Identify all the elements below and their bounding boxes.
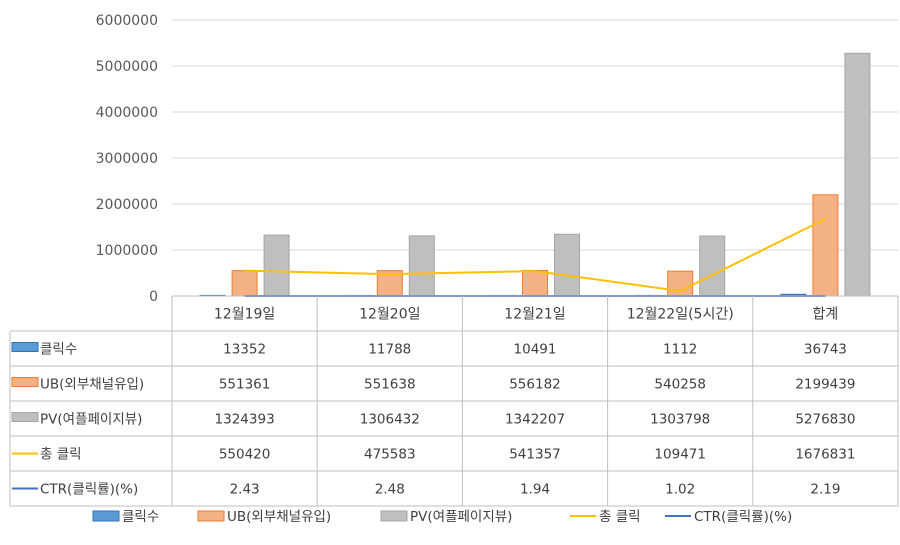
cell-클릭수-2: 10491 [514, 342, 557, 358]
cell-ctr-클릭률-2: 1.94 [520, 482, 550, 498]
row-header-클릭수: 클릭수 [40, 342, 77, 358]
row-key-ub-외부채널유입 [11, 377, 39, 387]
legend-label-ctr-클릭률: CTR(클릭률)(%) [694, 509, 792, 525]
bar-pv-여플페이지뷰-1 [408, 235, 435, 297]
cell-ctr-클릭률-4: 2.19 [810, 482, 840, 498]
cell-ub-외부채널유입-2: 556182 [509, 377, 561, 393]
cell-pv-여플페이지뷰-3: 1303798 [650, 412, 710, 428]
bar-pv-여플페이지뷰-2 [554, 233, 580, 297]
cell-클릭수-1: 11788 [368, 342, 411, 358]
legend-label-ub-외부채널유입: UB(외부채널유입) [227, 509, 331, 525]
legend-label-총-클릭: 총 클릭 [599, 509, 641, 525]
bar-pv-여플페이지뷰-0 [263, 234, 290, 297]
cell-클릭수-4: 36743 [804, 342, 847, 358]
cell-ub-외부채널유입-3: 540258 [654, 377, 706, 393]
bar-ub-외부채널유입-3 [667, 270, 694, 297]
bar-ub-외부채널유입-4 [812, 194, 839, 297]
y-tick-label-3000000: 3000000 [96, 151, 158, 167]
row-header-ctr-클릭률: CTR(클릭률)(%) [40, 482, 138, 498]
y-tick-label-4000000: 4000000 [96, 105, 158, 121]
cell-ub-외부채널유입-4: 2199439 [795, 377, 855, 393]
y-tick-label-5000000: 5000000 [96, 59, 158, 75]
cell-총-클릭-0: 550420 [219, 447, 271, 463]
cell-총-클릭-2: 541357 [509, 447, 561, 463]
cell-클릭수-0: 13352 [223, 342, 266, 358]
cell-ctr-클릭률-0: 2.43 [230, 482, 260, 498]
cell-pv-여플페이지뷰-2: 1342207 [505, 412, 565, 428]
cell-ctr-클릭률-1: 2.48 [375, 482, 405, 498]
row-header-pv-여플페이지뷰: PV(여플페이지뷰) [40, 412, 142, 428]
row-key-클릭수 [11, 342, 39, 352]
legend-key-ub-외부채널유입 [197, 510, 225, 522]
bar-ub-외부채널유입-2 [522, 269, 548, 297]
cell-pv-여플페이지뷰-4: 5276830 [795, 412, 855, 428]
row-key-pv-여플페이지뷰 [11, 412, 39, 422]
row-header-총-클릭: 총 클릭 [40, 447, 82, 463]
cell-ub-외부채널유입-1: 551638 [364, 377, 416, 393]
row-header-ub-외부채널유입: UB(외부채널유입) [40, 377, 144, 393]
y-tick-label-6000000: 6000000 [96, 13, 158, 29]
legend-label-클릭수: 클릭수 [122, 509, 159, 525]
legend-label-pv-여플페이지뷰: PV(여플페이지뷰) [410, 509, 512, 525]
cell-pv-여플페이지뷰-1: 1306432 [360, 412, 420, 428]
category-header-3: 12월22일(5시간) [627, 307, 734, 323]
cell-총-클릭-3: 109471 [654, 447, 706, 463]
category-header-1: 12월20일 [359, 307, 420, 323]
bars [199, 52, 871, 297]
bar-pv-여플페이지뷰-3 [699, 235, 726, 297]
legend-key-클릭수 [92, 510, 120, 522]
y-tick-label-0: 0 [149, 289, 158, 305]
bar-ub-외부채널유입-0 [231, 270, 258, 297]
category-header-0: 12월19일 [214, 307, 275, 323]
y-tick-label-2000000: 2000000 [96, 197, 158, 213]
cell-클릭수-3: 1112 [663, 342, 697, 358]
y-tick-label-1000000: 1000000 [96, 243, 158, 259]
bar-pv-여플페이지뷰-4 [844, 52, 871, 297]
category-header-4: 합계 [813, 307, 839, 323]
category-header-2: 12월21일 [504, 307, 565, 323]
legend-key-pv-여플페이지뷰 [380, 510, 408, 522]
cell-총-클릭-1: 475583 [364, 447, 416, 463]
legend: 클릭수 UB(외부채널유입) PV(여플페이지뷰) 총 클릭 CTR(클릭률)(%) [92, 509, 792, 525]
cell-ctr-클릭률-3: 1.02 [665, 482, 695, 498]
cell-총-클릭-4: 1676831 [795, 447, 855, 463]
y-axis-ticks: 0 1000000 2000000 3000000 4000000 5000000 6000… [96, 13, 158, 305]
cell-ub-외부채널유입-0: 551361 [219, 377, 271, 393]
cell-pv-여플페이지뷰-0: 1324393 [215, 412, 275, 428]
